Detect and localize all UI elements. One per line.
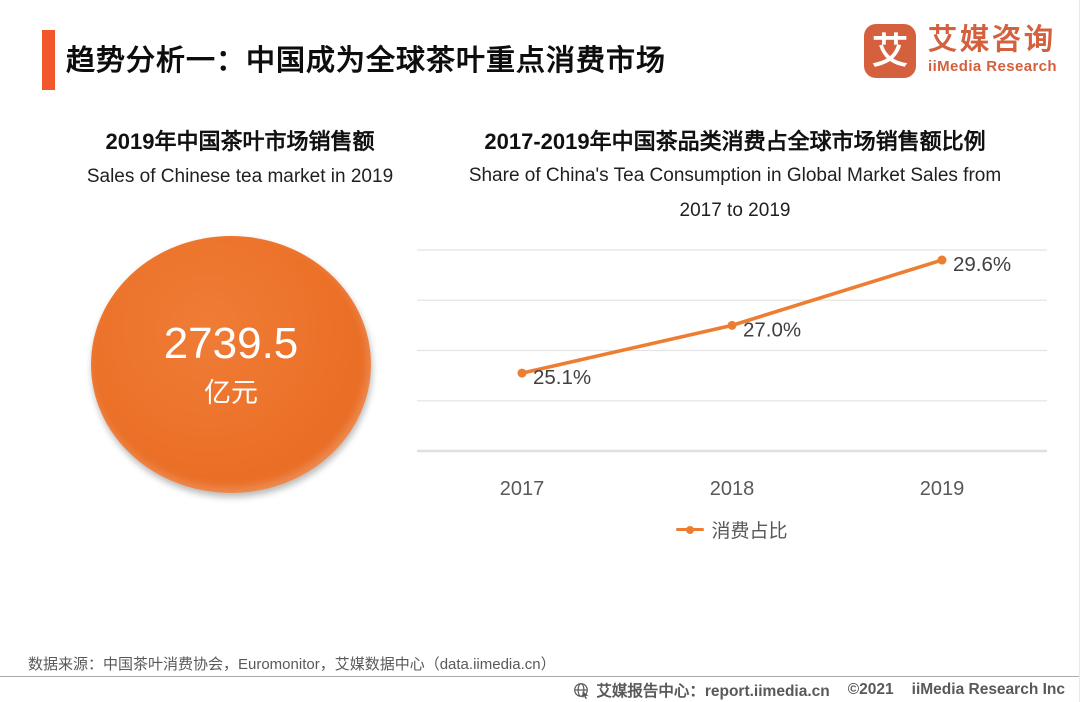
legend-line-marker-icon bbox=[676, 528, 705, 531]
footer-company: iiMedia Research Inc bbox=[911, 681, 1065, 698]
data-source-note: 数据来源：中国茶叶消费协会，Euromonitor，艾媒数据中心（data.ii… bbox=[28, 656, 556, 673]
logo-text: 艾媒咨询 iiMedia Research bbox=[928, 24, 1057, 76]
logo-glyph: 艾 bbox=[872, 30, 909, 71]
left-panel-title-en: Sales of Chinese tea market in 2019 bbox=[86, 166, 394, 187]
logo-brand-en: iiMedia Research bbox=[928, 58, 1057, 76]
data-point bbox=[937, 255, 947, 265]
logo-brand-cn: 艾媒咨询 bbox=[928, 24, 1057, 57]
data-point-label: 27.0% bbox=[743, 318, 801, 341]
consumption-share-chart: 25.1% 27.0% 29.6% 2017 2018 2019 消费占比 bbox=[417, 240, 1047, 543]
sales-unit: 亿元 bbox=[204, 378, 258, 408]
footer-copyright: ©2021 bbox=[847, 681, 894, 698]
line-chart-svg: 25.1% 27.0% 29.6% 2017 2018 2019 bbox=[417, 249, 1047, 500]
sales-value: 2739.5 bbox=[163, 319, 299, 368]
data-point bbox=[517, 368, 527, 378]
iimedia-logo-icon: 艾 bbox=[864, 24, 917, 78]
right-panel-title-en-line1: Share of China's Tea Consumption in Glob… bbox=[468, 165, 1002, 186]
page-title: 趋势分析一：中国成为全球茶叶重点消费市场 bbox=[66, 45, 667, 77]
sales-value-bubble: 2739.5 亿元 bbox=[91, 236, 371, 493]
x-axis-tick-label: 2019 bbox=[920, 478, 965, 500]
left-panel-title-cn: 2019年中国茶叶市场销售额 bbox=[105, 129, 375, 154]
iimedia-logo: 艾 艾媒咨询 iiMedia Research bbox=[864, 24, 1057, 78]
right-panel-title-en-line2: 2017 to 2019 bbox=[679, 200, 791, 221]
chart-legend: 消费占比 bbox=[417, 516, 1047, 543]
data-point-label: 25.1% bbox=[533, 366, 591, 389]
data-point bbox=[727, 320, 737, 330]
title-accent-bar bbox=[42, 30, 55, 90]
footer-report-center: 艾媒报告中心：report.iimedia.cn bbox=[596, 683, 830, 700]
footer-bar: 艾媒报告中心：report.iimedia.cn ©2021 iiMedia R… bbox=[573, 679, 1065, 701]
x-axis-tick-label: 2017 bbox=[500, 478, 545, 500]
series-line bbox=[521, 258, 943, 375]
right-panel-title-cn: 2017-2019年中国茶品类消费占全球市场销售额比例 bbox=[484, 129, 986, 154]
legend-label: 消费占比 bbox=[711, 521, 788, 542]
data-point-label: 29.6% bbox=[953, 253, 1011, 276]
footer-divider bbox=[0, 676, 1079, 677]
x-axis-tick-label: 2018 bbox=[710, 478, 755, 500]
globe-cursor-icon bbox=[573, 682, 590, 699]
